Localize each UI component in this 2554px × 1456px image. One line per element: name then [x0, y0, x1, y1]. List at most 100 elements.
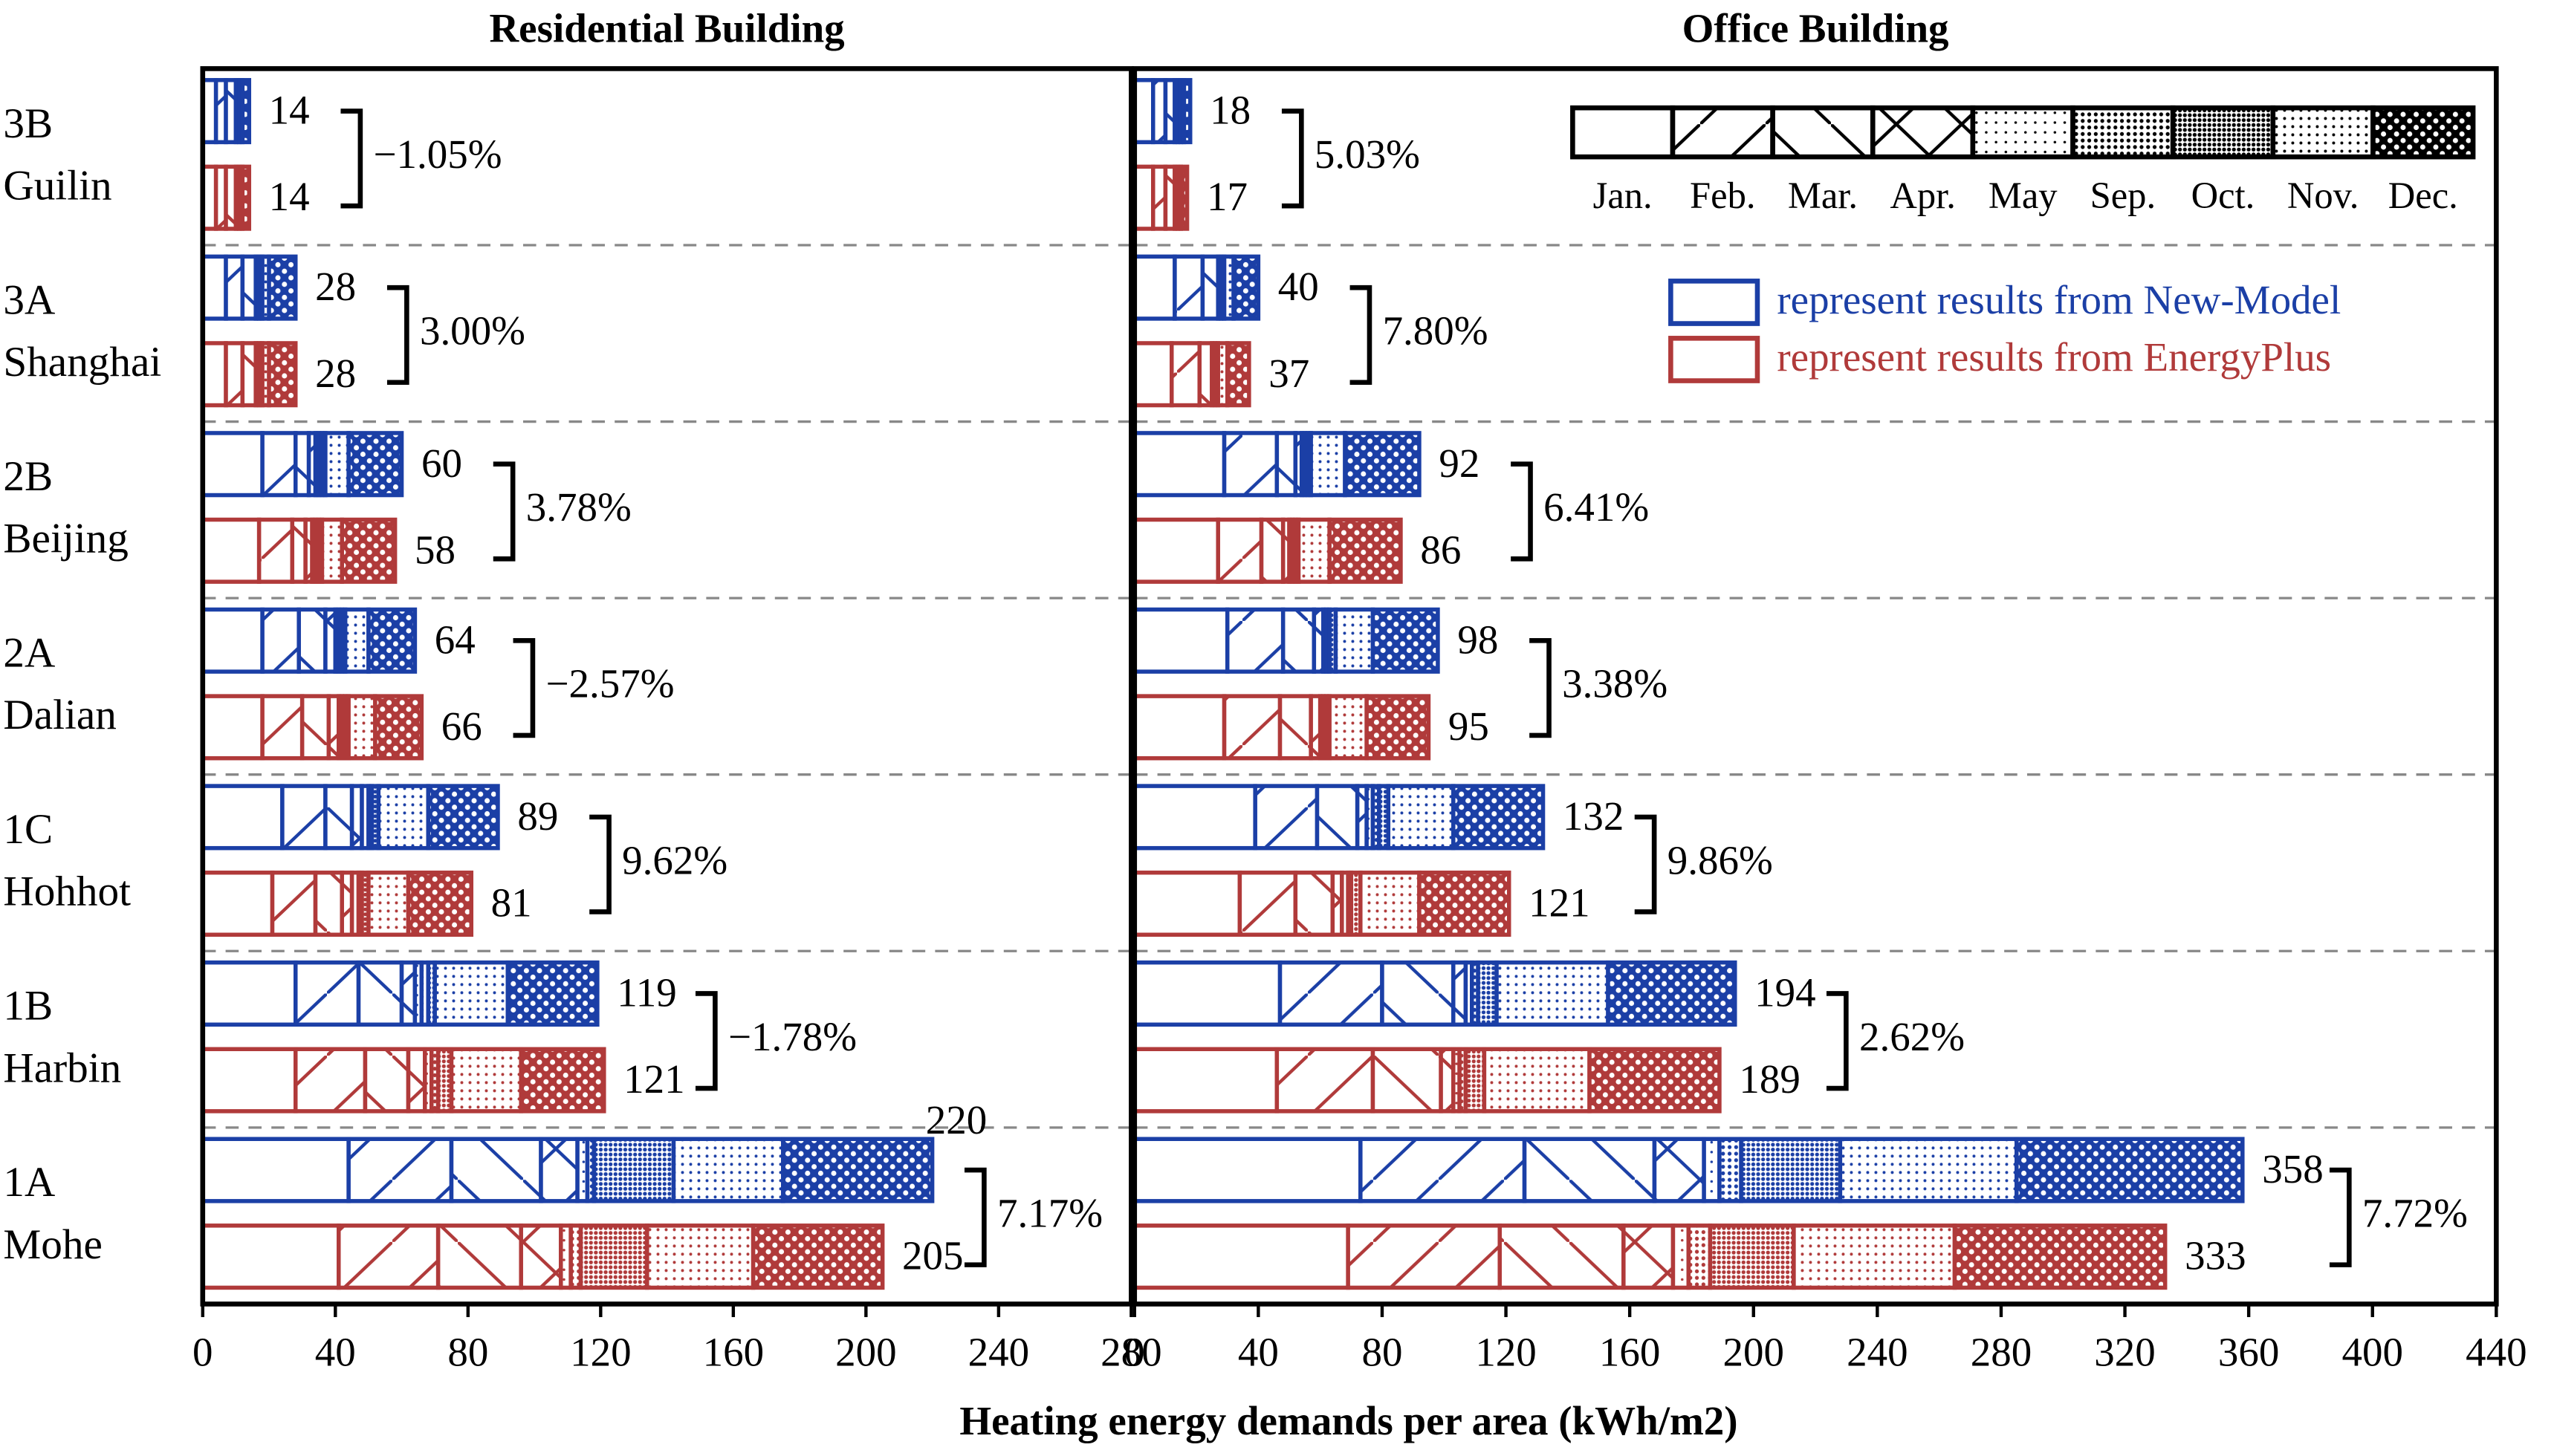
legend-swatch	[1668, 279, 1760, 326]
bar-segment	[1343, 431, 1422, 498]
x-tick-label: 120	[1475, 1329, 1536, 1374]
category-label-box: 1B Harbin	[3, 982, 121, 1091]
category-label-box: 2A Dalian	[3, 628, 117, 739]
bar-segment	[406, 870, 474, 937]
bar-segment	[1838, 1137, 2019, 1203]
legend-swatch	[2070, 105, 2176, 160]
total-label: 121	[1529, 880, 1589, 926]
bar-segment	[280, 784, 328, 851]
category-label-box: 3B Guilin	[3, 100, 111, 209]
category-label: 1C Hohhot	[3, 805, 131, 915]
difference-label: 7.72%	[2362, 1190, 2468, 1235]
bar-segment	[426, 784, 500, 851]
difference-bracket	[1634, 814, 1657, 914]
legend-label: Dec.	[2388, 175, 2458, 216]
legend-swatch	[1870, 105, 1976, 160]
bar-segment	[1739, 1137, 1843, 1203]
bar-segment	[539, 1137, 580, 1203]
bar-segment	[1522, 1137, 1657, 1203]
bar-segment	[1222, 694, 1283, 761]
bar-segment	[1225, 607, 1286, 674]
bar-segment	[1380, 960, 1456, 1027]
difference-bracket	[2329, 1167, 2352, 1267]
difference-label: 9.86%	[1667, 837, 1773, 883]
bar-segment	[224, 254, 245, 321]
legend-label: Oct.	[2191, 175, 2255, 216]
difference-label: −1.78%	[728, 1014, 857, 1059]
bar-segment	[435, 1223, 523, 1290]
bar-segment	[1463, 1047, 1487, 1114]
bar-segment	[449, 1137, 543, 1203]
bar-segment	[1274, 1047, 1375, 1114]
bar-segment	[1417, 870, 1511, 937]
bar-segment	[366, 870, 411, 937]
total-label: 14	[269, 174, 310, 219]
difference-label: 3.38%	[1562, 661, 1667, 706]
bar-segment	[294, 960, 361, 1027]
total-label: 119	[617, 969, 676, 1015]
bar-segment	[578, 1223, 649, 1290]
bar-segment	[1132, 254, 1177, 321]
bar-segment	[1621, 1223, 1676, 1290]
x-tick-label: 80	[1361, 1329, 1402, 1374]
bar-segment	[240, 78, 252, 145]
bar-segment	[323, 784, 354, 851]
x-tick-label: 160	[1599, 1329, 1660, 1374]
bar-segment	[1132, 784, 1257, 851]
bar-segment	[270, 870, 318, 937]
bar-segment	[1309, 431, 1347, 498]
difference-bracket	[340, 108, 363, 209]
difference-label: 3.00%	[420, 308, 525, 354]
total-label: 132	[1563, 793, 1624, 839]
bar-segment	[1132, 1223, 1350, 1290]
total-label: 92	[1439, 441, 1479, 486]
x-tick-label: 160	[703, 1329, 764, 1374]
bar-segment	[645, 1223, 756, 1290]
total-label: 194	[1754, 969, 1815, 1015]
legend-label: Nov.	[2287, 175, 2359, 216]
difference-label: 2.62%	[1859, 1014, 1965, 1059]
total-label: 58	[415, 527, 456, 572]
difference-bracket	[695, 991, 718, 1091]
bar-segment	[201, 694, 265, 761]
bar-segment	[1274, 431, 1298, 498]
bar-segment	[1132, 164, 1156, 231]
bar-segment	[1231, 254, 1261, 321]
legend-swatch	[2370, 105, 2476, 160]
legend-swatch	[1670, 105, 1775, 160]
bar-segment	[1606, 960, 1737, 1027]
x-tick-label: 200	[1723, 1329, 1784, 1374]
legend-label: Sep.	[2090, 175, 2156, 216]
bar-segment	[363, 1047, 411, 1114]
bar-segment	[201, 254, 228, 321]
bar-segment	[1216, 517, 1264, 584]
legend-label: Jan.	[1593, 175, 1653, 216]
bar-segment	[1293, 870, 1335, 937]
x-tick-label: 240	[1847, 1329, 1908, 1374]
bar-segment	[1587, 1047, 1722, 1114]
total-label: 18	[1210, 88, 1251, 133]
difference-bracket	[513, 638, 536, 738]
plot-frame	[1132, 66, 2499, 1307]
category-label: 2A Dalian	[3, 628, 117, 739]
x-tick-label: 80	[447, 1329, 488, 1374]
bar-segment	[366, 607, 418, 674]
bar-segment	[1792, 1223, 1957, 1290]
difference-label: −2.57%	[546, 661, 675, 706]
legend-label: Feb.	[1690, 175, 1756, 216]
bar-segment	[1327, 694, 1369, 761]
difference-bracket	[1529, 638, 1552, 738]
bar-segment	[201, 960, 298, 1027]
difference-label: 7.80%	[1383, 308, 1488, 354]
bar-segment	[751, 1223, 885, 1290]
legend-swatch	[1570, 105, 1676, 160]
bar-segment	[337, 1223, 441, 1290]
bar-segment	[1482, 1047, 1592, 1114]
bar-segment	[432, 960, 511, 1027]
total-label: 358	[2262, 1146, 2323, 1192]
difference-bracket	[386, 285, 409, 386]
bar-segment	[1132, 78, 1156, 145]
bar-segment	[1451, 784, 1546, 851]
bar-segment	[1370, 607, 1440, 674]
